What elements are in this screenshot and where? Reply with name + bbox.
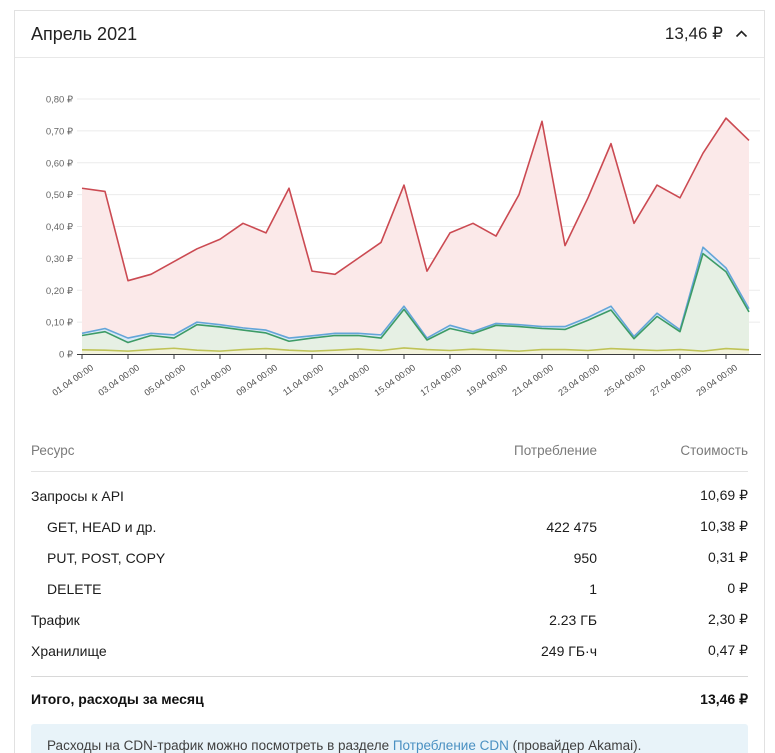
y-axis-tick-label: 0,70 ₽ <box>46 126 74 137</box>
row-consumption: 1 <box>589 580 597 597</box>
table-row: DELETE 1 0 ₽ <box>31 573 748 604</box>
month-header: Апрель 2021 13,46 ₽ <box>15 11 764 58</box>
x-axis-tick-label: 11.04 00:00 <box>281 362 325 397</box>
green-series-area <box>82 253 749 354</box>
y-axis-tick-label: 0,80 ₽ <box>46 95 74 106</box>
column-resource: Ресурс <box>31 443 75 458</box>
row-label: Хранилище <box>31 642 107 659</box>
month-total-toggle[interactable]: 13,46 ₽ <box>665 24 748 44</box>
x-axis-tick-label: 21.04 00:00 <box>510 362 555 397</box>
row-consumption: 249 ГБ·ч <box>541 642 597 659</box>
total-row: Итого, расходы за месяц 13,46 ₽ <box>31 676 748 720</box>
table-row: GET, HEAD и др. 422 475 10,38 ₽ <box>31 511 748 542</box>
yellow-series-line <box>81 347 750 352</box>
x-axis-tick-label: 27.04 00:00 <box>648 362 693 397</box>
x-axis-tick-label: 07.04 00:00 <box>188 362 233 397</box>
row-label: PUT, POST, COPY <box>47 549 166 566</box>
table-row: PUT, POST, COPY 950 0,31 ₽ <box>31 542 748 573</box>
billing-month-card: Апрель 2021 13,46 ₽ 0 ₽ 0,10 ₽ 0,20 ₽ 0,30 … <box>14 10 765 753</box>
row-label: DELETE <box>47 580 102 597</box>
row-cost: 0 ₽ <box>727 580 748 596</box>
cdn-note-text-after: (провайдер Akamai). <box>508 738 642 753</box>
x-axis-tick-label: 09.04 00:00 <box>234 362 279 397</box>
x-axis-tick-label: 13.04 00:00 <box>326 362 371 397</box>
month-total-value: 13,46 ₽ <box>664 24 723 43</box>
usage-chart[interactable]: 0 ₽ 0,10 ₽ 0,20 ₽ 0,30 ₽ 0,40 ₽ 0,50 ₽ 0,60 ₽ 0… <box>15 58 764 430</box>
row-cost: 0,31 ₽ <box>707 549 748 565</box>
column-consumption: Потребление <box>514 443 597 458</box>
x-axis-tick-label: 23.04 00:00 <box>556 362 601 397</box>
table-row: Хранилище 249 ГБ·ч 0,47 ₽ <box>31 635 748 666</box>
chevron-up-icon[interactable] <box>735 30 748 38</box>
row-consumption: 950 <box>573 549 597 566</box>
x-axis-tick-label: 17.04 00:00 <box>418 362 463 397</box>
row-consumption: 2.23 ГБ <box>549 611 597 628</box>
x-axis-tick-label: 25.04 00:00 <box>602 362 647 397</box>
table-row: Трафик 2.23 ГБ 2,30 ₽ <box>31 604 748 635</box>
x-axis-tick-label: 19.04 00:00 <box>464 362 509 397</box>
y-axis-tick-label: 0,60 ₽ <box>46 158 74 169</box>
cdn-consumption-link[interactable]: Потребление CDN <box>392 738 509 753</box>
y-axis-tick-label: 0,20 ₽ <box>46 286 74 297</box>
cdn-note-text-before: Расходы на CDN-трафик можно посмотреть в… <box>47 738 393 753</box>
row-label: Трафик <box>31 611 80 628</box>
x-axis-tick-label: 03.04 00:00 <box>96 362 141 397</box>
month-title: Апрель 2021 <box>31 23 138 44</box>
y-axis-tick-label: 0,50 ₽ <box>46 190 74 201</box>
green-series-line <box>81 252 750 344</box>
row-cost: 10,38 ₽ <box>700 518 748 534</box>
row-cost: 0,47 ₽ <box>707 642 748 658</box>
cdn-note: Расходы на CDN-трафик можно посмотреть в… <box>31 724 748 753</box>
y-axis-tick-label: 0,40 ₽ <box>46 222 74 233</box>
y-axis-tick-label: 0,30 ₽ <box>46 254 74 265</box>
row-cost: 10,69 ₽ <box>700 487 748 503</box>
x-axis-tick-label: 15.04 00:00 <box>372 362 417 397</box>
row-label: GET, HEAD и др. <box>47 518 157 535</box>
row-label: Запросы к API <box>31 487 124 504</box>
row-cost: 2,30 ₽ <box>707 611 748 627</box>
blue-series-line <box>81 246 750 339</box>
red-series-line <box>81 117 750 282</box>
cost-table-header: Ресурс Потребление Стоимость <box>31 430 748 472</box>
y-axis-tick-label: 0,10 ₽ <box>46 318 74 329</box>
row-consumption: 422 475 <box>546 518 597 535</box>
x-axis-tick-label: 05.04 00:00 <box>142 362 187 397</box>
red-series-area <box>82 118 749 354</box>
cost-table-body: Запросы к API 10,69 ₽ GET, HEAD и др. 422 4… <box>31 480 748 676</box>
cost-table: Ресурс Потребление Стоимость Запросы к A… <box>15 430 764 720</box>
x-axis-tick-label: 01.04 00:00 <box>50 362 95 397</box>
x-axis-tick-label: 29.04 00:00 <box>694 362 739 397</box>
total-label: Итого, расходы за месяц <box>31 691 204 707</box>
total-cost: 13,46 ₽ <box>700 691 748 707</box>
usage-chart-section: 0 ₽ 0,10 ₽ 0,20 ₽ 0,30 ₽ 0,40 ₽ 0,50 ₽ 0,60 ₽ 0… <box>15 58 764 430</box>
table-row: Запросы к API 10,69 ₽ <box>31 480 748 511</box>
y-axis-tick-label: 0 ₽ <box>59 350 74 361</box>
column-cost: Стоимость <box>680 443 748 458</box>
